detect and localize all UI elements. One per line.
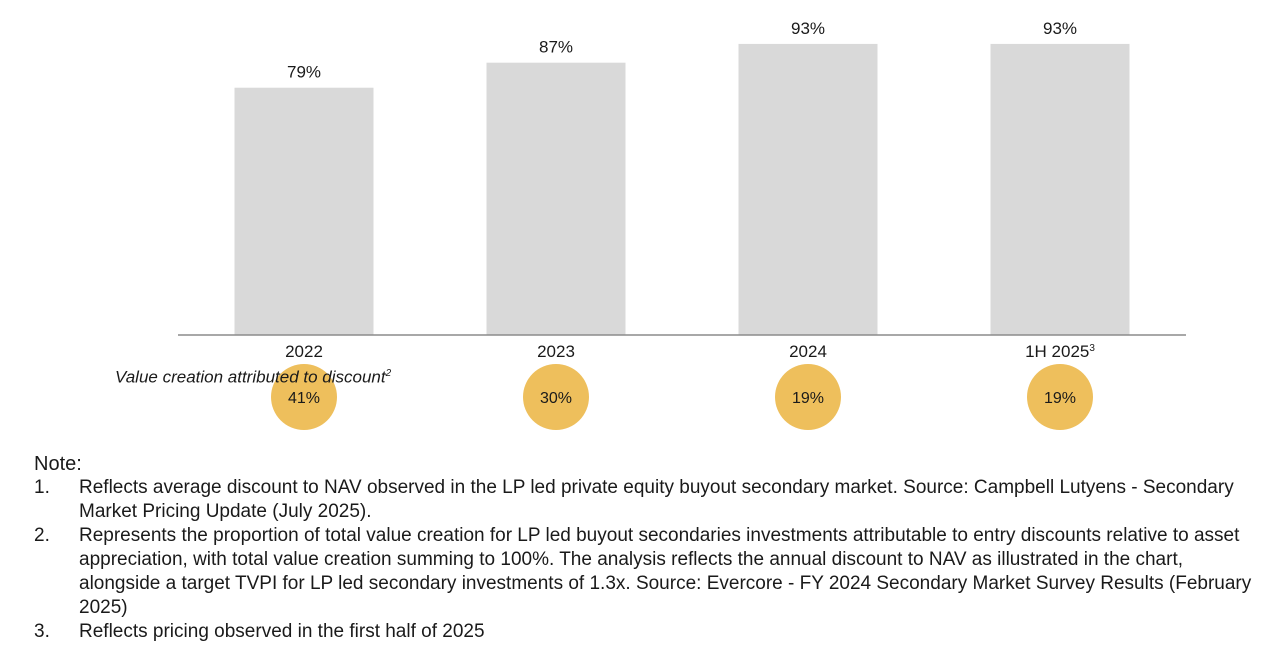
value-creation-label: 41% <box>288 390 320 407</box>
x-tick-label: 1H 20253 <box>1025 342 1095 361</box>
x-tick-label: 2022 <box>285 342 323 361</box>
bar <box>234 87 374 335</box>
value-creation-circle <box>523 364 589 430</box>
value-creation-circle <box>775 364 841 430</box>
note-number: 1. <box>34 477 50 498</box>
note-text: Represents the proportion of total value… <box>79 525 1252 618</box>
value-creation-label: Value creation attributed to discount2 <box>115 367 392 387</box>
x-tick-label: 2024 <box>789 342 827 361</box>
data-label: 87% <box>539 38 573 57</box>
note-text: Reflects pricing observed in the first h… <box>79 621 485 642</box>
note-text: Reflects average discount to NAV observe… <box>79 477 1234 522</box>
value-creation-label: 19% <box>792 390 824 407</box>
bar-chart: 79% 2022 41% 87% 2023 30% 93% 2024 19% 93% 1H 2025… <box>178 19 1186 430</box>
note-number: 3. <box>34 621 50 642</box>
note-number: 2. <box>34 525 50 546</box>
data-label: 79% <box>287 63 321 82</box>
note-item: 3. Reflects pricing observed in the first… <box>34 620 1254 644</box>
value-creation-label: 30% <box>540 390 572 407</box>
note-item: 2. Represents the proportion of total val… <box>34 524 1254 620</box>
bar <box>738 43 878 335</box>
data-label: 93% <box>791 19 825 38</box>
note-item: 1. Reflects average discount to NAV obser… <box>34 476 1254 524</box>
value-creation-label: 19% <box>1044 390 1076 407</box>
bar <box>990 43 1130 335</box>
x-tick-label: 2023 <box>537 342 575 361</box>
value-creation-circle <box>1027 364 1093 430</box>
notes: Note: 1. Reflects average discount to NAV… <box>34 452 1254 644</box>
data-label: 93% <box>1043 19 1077 38</box>
notes-title: Note: <box>34 453 82 475</box>
bar <box>486 62 626 335</box>
value-creation-circle <box>271 364 337 430</box>
